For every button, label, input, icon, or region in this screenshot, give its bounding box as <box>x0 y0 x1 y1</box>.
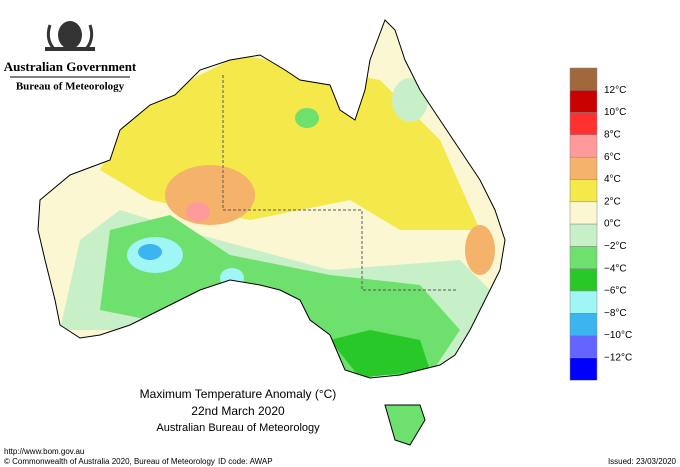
legend-label: −4°C <box>604 263 627 274</box>
legend-swatch <box>569 112 598 136</box>
legend-swatch <box>569 67 598 91</box>
legend: 12°C 10°C 8°C 6°C 4°C 2°C 0°C −2°C −4°C −6°C −8°C −… <box>569 67 632 381</box>
legend-swatch <box>569 246 598 269</box>
legend-swatch <box>569 335 598 359</box>
government: Australian Government <box>4 59 137 74</box>
crest <box>45 21 95 52</box>
legend-swatch <box>569 179 598 203</box>
legend-swatch <box>569 313 598 336</box>
legend-label: 2°C <box>604 196 621 207</box>
coastline <box>37 19 506 379</box>
copyright: © Commonwealth of Australia 2020, Bureau… <box>4 457 215 466</box>
legend-label: 4°C <box>604 174 621 185</box>
agency: Bureau of Meteorology <box>16 81 125 93</box>
legend-label: −8°C <box>604 308 627 319</box>
map-source: Australian Bureau of Meteorology <box>156 422 320 434</box>
tasmania <box>384 404 426 446</box>
legend-label: −2°C <box>604 241 627 252</box>
map-title: Maximum Temperature Anomaly (°C) <box>140 387 337 401</box>
legend-swatch <box>569 90 598 113</box>
legend-label: 8°C <box>604 130 621 141</box>
legend-label: −12°C <box>604 353 632 364</box>
legend-label: −6°C <box>604 286 627 297</box>
legend-swatch <box>569 357 598 381</box>
issued: Issued: 23/03/2020 <box>608 457 677 466</box>
id-code: ID code: AWAP <box>218 457 273 466</box>
legend-swatch <box>569 134 598 158</box>
legend-label: 10°C <box>604 107 626 118</box>
legend-label: 0°C <box>604 219 621 230</box>
legend-label: 12°C <box>604 85 626 96</box>
legend-swatch <box>569 268 598 292</box>
legend-label: 6°C <box>604 152 621 163</box>
legend-swatch <box>569 156 598 180</box>
legend-swatch <box>569 290 598 314</box>
map-date: 22nd March 2020 <box>191 404 285 418</box>
legend-swatch <box>569 201 598 225</box>
state-borders <box>222 75 456 291</box>
legend-label: −10°C <box>604 330 632 341</box>
url: http://www.bom.gov.au <box>4 447 84 456</box>
legend-swatch <box>569 223 598 247</box>
